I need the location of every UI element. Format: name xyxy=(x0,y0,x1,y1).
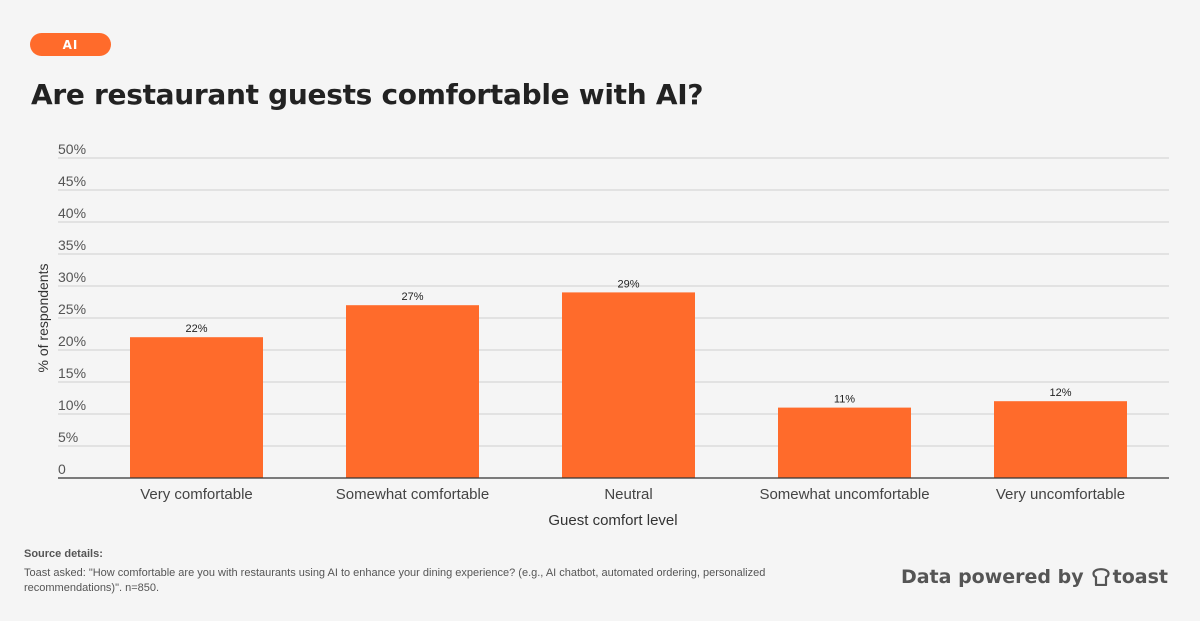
chart-title: Are restaurant guests comfortable with A… xyxy=(31,78,704,111)
bar-data-label: 12% xyxy=(1049,387,1071,399)
x-axis-ticks: Very comfortable Somewhat comfortable Neut… xyxy=(140,486,1125,503)
y-tick-label: 45% xyxy=(58,173,86,189)
y-axis-label: % of respondents xyxy=(35,264,51,373)
x-tick-label: Very comfortable xyxy=(140,486,253,503)
y-tick-label: 20% xyxy=(58,333,86,349)
source-text: Toast asked: "How comfortable are you wi… xyxy=(24,567,766,594)
y-tick-label: 40% xyxy=(58,205,86,221)
bar[interactable] xyxy=(562,292,695,478)
y-tick-label: 10% xyxy=(58,397,86,413)
bar-data-labels: 22% 27% 29% 11% 12% xyxy=(185,278,1071,405)
bar-data-label: 11% xyxy=(834,394,855,406)
x-tick-label: Somewhat uncomfortable xyxy=(759,486,929,503)
brand-name: toast xyxy=(1112,566,1168,588)
x-axis-label: Guest comfort level xyxy=(548,512,677,529)
bar-data-label: 27% xyxy=(401,291,423,303)
source-details: Source details: Toast asked: "How comfor… xyxy=(24,547,824,596)
y-tick-label: 35% xyxy=(58,237,86,253)
toast-logo-icon xyxy=(1092,568,1110,586)
y-tick-label: 30% xyxy=(58,269,86,285)
source-heading: Source details: xyxy=(24,548,103,560)
y-axis-ticks: 0 5% 10% 15% 20% 25% 30% 35% 40% 45% 50% xyxy=(58,141,86,477)
y-tick-label: 50% xyxy=(58,141,86,157)
chart-bars xyxy=(130,292,1127,478)
x-tick-label: Somewhat comfortable xyxy=(336,486,489,503)
y-tick-label: 0 xyxy=(58,461,66,477)
bar[interactable] xyxy=(346,305,479,478)
category-badge: AI xyxy=(30,33,111,56)
bar[interactable] xyxy=(778,407,911,478)
x-tick-label: Very uncomfortable xyxy=(996,486,1125,503)
bar[interactable] xyxy=(130,337,263,478)
bar-chart: 0 5% 10% 15% 20% 25% 30% 35% 40% 45% 50% 22% 27% 29%… xyxy=(35,141,1169,529)
toast-brand[interactable]: toast xyxy=(1092,566,1168,588)
x-tick-label: Neutral xyxy=(604,486,652,503)
bar-data-label: 22% xyxy=(185,323,207,335)
y-tick-label: 15% xyxy=(58,365,86,381)
y-tick-label: 5% xyxy=(58,429,78,445)
bar[interactable] xyxy=(994,401,1127,478)
bar-data-label: 29% xyxy=(617,278,639,290)
powered-by-label: Data powered by xyxy=(900,566,1084,588)
data-powered-by: Data powered by toast xyxy=(901,566,1168,588)
y-tick-label: 25% xyxy=(58,301,86,317)
